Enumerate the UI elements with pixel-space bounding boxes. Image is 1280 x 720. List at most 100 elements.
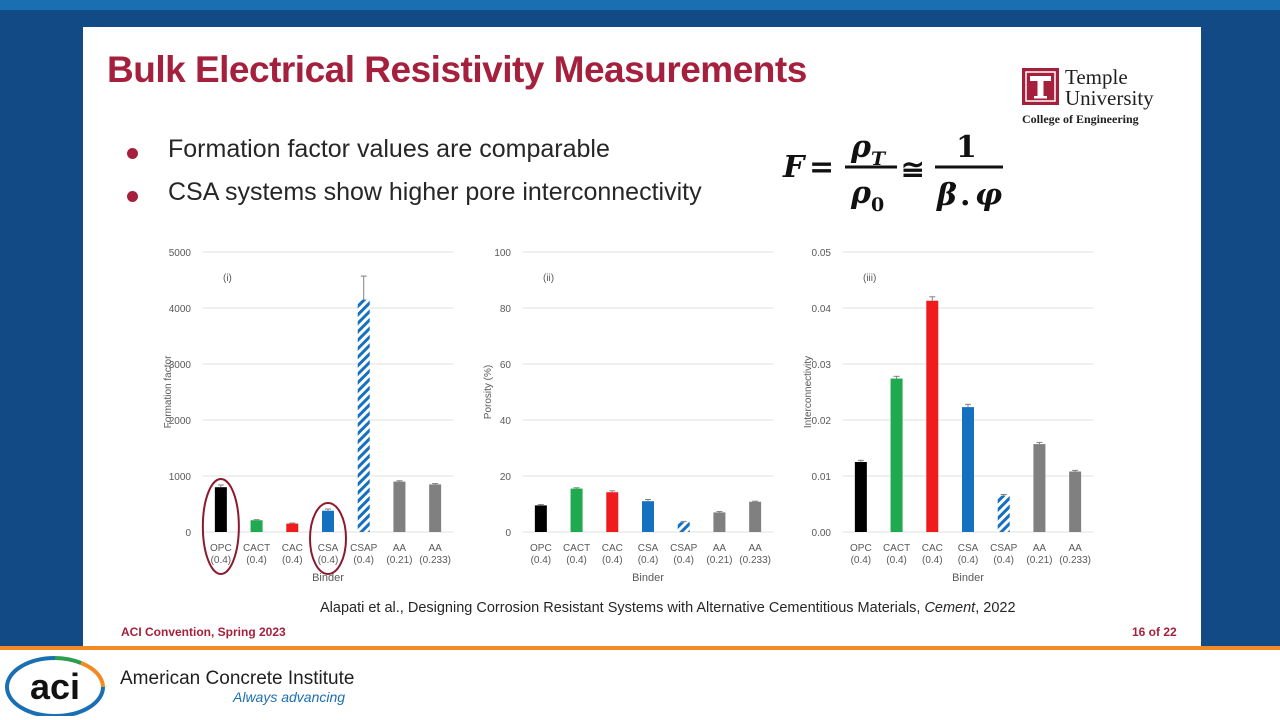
svg-text:≅: ≅ bbox=[901, 153, 924, 186]
x-tick-sublabel: (0.4) bbox=[602, 555, 623, 566]
x-tick-sublabel: (0.233) bbox=[1059, 555, 1091, 566]
bar-csa bbox=[322, 510, 334, 532]
y-tick-label: 80 bbox=[500, 304, 512, 315]
bar-csap bbox=[677, 522, 690, 532]
x-tick-sublabel: (0.4) bbox=[246, 555, 267, 566]
x-tick-sublabel: (0.4) bbox=[993, 555, 1014, 566]
svg-text:.: . bbox=[960, 178, 970, 213]
slide: Bulk Electrical Resistivity Measurements… bbox=[83, 27, 1201, 649]
y-tick-label: 2000 bbox=[169, 416, 192, 427]
x-tick-label: AA bbox=[393, 543, 407, 554]
y-axis-label: Porosity (%) bbox=[483, 365, 494, 419]
bar-aa bbox=[713, 512, 726, 532]
x-tick-label: OPC bbox=[530, 543, 552, 554]
y-tick-label: 0.00 bbox=[812, 528, 832, 539]
university-college: College of Engineering bbox=[1022, 112, 1139, 126]
x-tick-sublabel: (0.233) bbox=[739, 555, 771, 566]
x-tick-sublabel: (0.4) bbox=[318, 555, 339, 566]
aci-logo-icon: aci bbox=[5, 656, 105, 716]
interconnectivity-chart: 0.00 0.01 0.02 0.03 0.04 0.05 (iii) Interconnec… bbox=[803, 248, 1093, 582]
svg-text:1: 1 bbox=[956, 130, 977, 165]
y-tick-label: 0.01 bbox=[812, 472, 832, 483]
x-tick-sublabel: (0.21) bbox=[386, 555, 412, 566]
slide-counter: 16 of 22 bbox=[1132, 625, 1177, 639]
y-tick-label: 0.04 bbox=[812, 304, 832, 315]
x-tick-label: AA bbox=[428, 543, 442, 554]
institute-name: American Concrete Institute bbox=[120, 668, 355, 689]
highlight-ellipse bbox=[309, 502, 347, 575]
citation: Alapati et al., Designing Corrosion Resi… bbox=[320, 600, 1016, 616]
bar-aa bbox=[749, 501, 762, 532]
x-tick-label: CACT bbox=[243, 543, 270, 554]
footer-event: ACI Convention, Spring 2023 bbox=[121, 625, 286, 639]
panel-label: (ii) bbox=[543, 273, 554, 284]
x-axis-label: Binder bbox=[952, 572, 984, 582]
y-tick-label: 40 bbox=[500, 416, 512, 427]
x-tick-sublabel: (0.4) bbox=[851, 555, 872, 566]
y-tick-label: 0 bbox=[185, 528, 191, 539]
x-tick-label: CSA bbox=[958, 543, 979, 554]
x-tick-sublabel: (0.21) bbox=[1026, 555, 1052, 566]
bar-csa bbox=[962, 407, 974, 532]
y-tick-label: 5000 bbox=[169, 248, 192, 259]
x-tick-label: CAC bbox=[602, 543, 623, 554]
citation-prefix: Alapati et al., Designing Corrosion Resi… bbox=[320, 600, 925, 616]
x-tick-label: OPC bbox=[850, 543, 872, 554]
y-tick-label: 0.03 bbox=[812, 360, 832, 371]
x-tick-sublabel: (0.4) bbox=[638, 555, 659, 566]
x-tick-sublabel: (0.4) bbox=[211, 555, 232, 566]
x-tick-sublabel: (0.4) bbox=[566, 555, 587, 566]
presentation-stage: Bulk Electrical Resistivity Measurements… bbox=[0, 10, 1280, 649]
x-tick-label: CSA bbox=[638, 543, 659, 554]
bar-cact bbox=[570, 488, 583, 532]
formula-graphic: F = ρ T ρ 0 ≅ 1 β . φ bbox=[782, 130, 1003, 216]
institute-tagline: Always advancing bbox=[233, 689, 346, 705]
x-tick-sublabel: (0.4) bbox=[353, 555, 374, 566]
y-tick-label: 100 bbox=[494, 248, 511, 259]
x-tick-label: CACT bbox=[563, 543, 590, 554]
formation-factor-formula: F = ρ T ρ 0 ≅ 1 β . φ bbox=[781, 121, 1021, 217]
x-tick-sublabel: (0.4) bbox=[922, 555, 943, 566]
bar-aa bbox=[1069, 471, 1082, 532]
x-tick-label: AA bbox=[748, 543, 762, 554]
x-tick-label: AA bbox=[1068, 543, 1082, 554]
x-tick-sublabel: (0.4) bbox=[531, 555, 552, 566]
bar-opc bbox=[214, 487, 227, 532]
y-tick-label: 4000 bbox=[169, 304, 192, 315]
y-tick-label: 3000 bbox=[169, 360, 192, 371]
svg-text:0: 0 bbox=[871, 194, 884, 216]
bar-opc bbox=[534, 505, 547, 532]
y-tick-label: 60 bbox=[500, 360, 512, 371]
x-tick-sublabel: (0.4) bbox=[282, 555, 303, 566]
svg-text:ρ: ρ bbox=[850, 176, 872, 211]
bar-cact bbox=[890, 378, 903, 532]
slide-title: Bulk Electrical Resistivity Measurements bbox=[107, 49, 807, 90]
bar-cact bbox=[250, 520, 263, 532]
university-name-line2: University bbox=[1065, 86, 1154, 110]
x-tick-label: AA bbox=[1033, 543, 1047, 554]
x-tick-label: CAC bbox=[922, 543, 943, 554]
x-tick-sublabel: (0.4) bbox=[958, 555, 979, 566]
x-axis-label: Binder bbox=[632, 572, 664, 582]
bar-csap bbox=[357, 299, 370, 532]
y-tick-label: 0.02 bbox=[812, 416, 832, 427]
x-tick-sublabel: (0.233) bbox=[419, 555, 451, 566]
bullet-text: CSA systems show higher pore interconnec… bbox=[168, 178, 702, 206]
y-tick-label: 1000 bbox=[169, 472, 192, 483]
bullet-dot-icon bbox=[127, 191, 138, 202]
bar-aa bbox=[429, 484, 442, 532]
formation-factor-chart: 0 1000 2000 3000 4000 5000 (i) Formation factor… bbox=[163, 248, 453, 582]
aci-logo-text: aci bbox=[30, 666, 80, 707]
x-tick-label: CSA bbox=[318, 543, 339, 554]
university-name-line1: Temple bbox=[1065, 65, 1128, 89]
citation-suffix: , 2022 bbox=[975, 600, 1016, 616]
x-tick-label: CSAP bbox=[350, 543, 378, 554]
panel-label: (i) bbox=[223, 273, 232, 284]
institute-footer: aci American Concrete Institute Always a… bbox=[0, 650, 1280, 720]
x-tick-label: CSAP bbox=[670, 543, 698, 554]
bar-cac bbox=[286, 523, 299, 532]
x-tick-label: OPC bbox=[210, 543, 232, 554]
bar-aa bbox=[393, 481, 406, 532]
citation-journal: Cement bbox=[924, 600, 976, 616]
